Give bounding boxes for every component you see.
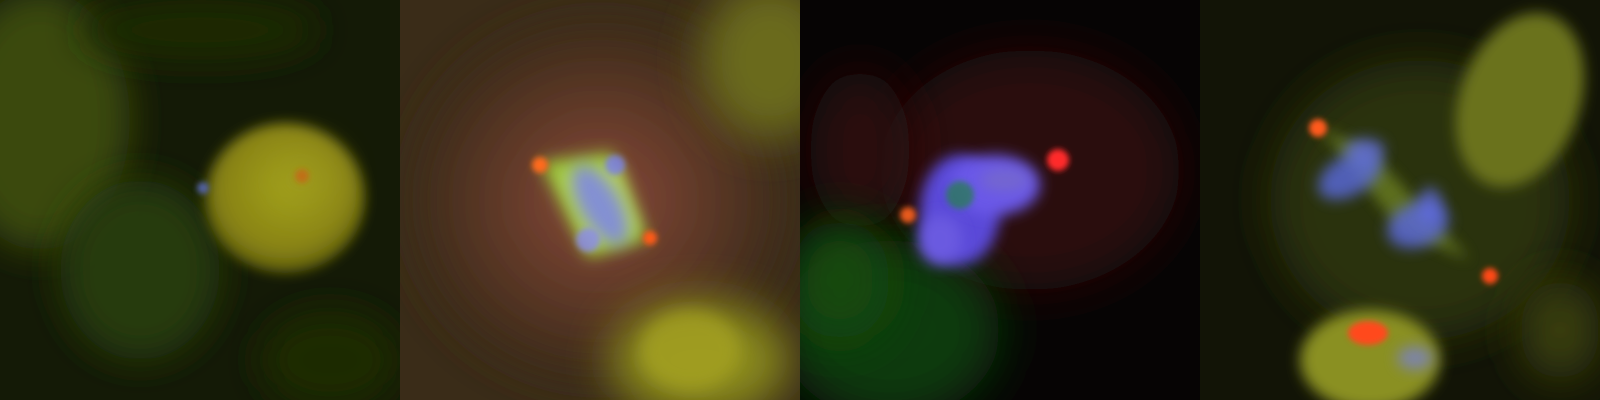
centrosome-left (532, 157, 548, 173)
chromatid-set-upper (1318, 150, 1382, 200)
panel-anaphase (1200, 0, 1600, 400)
panel-anaphase-image (1200, 0, 1600, 400)
neighbor-cell-top (1455, 12, 1585, 188)
panel-prometaphase-image (800, 0, 1200, 400)
centrosome-upper (1309, 119, 1327, 137)
panel-metaphase (400, 0, 800, 400)
panel-interphase-image (0, 0, 400, 400)
centrosome-bottom (1348, 321, 1388, 345)
centrosome-spot (295, 169, 309, 183)
panel-metaphase-image (400, 0, 800, 400)
neighbor-cell-bottom (1300, 310, 1440, 400)
centrosome-right (1047, 149, 1069, 171)
centrosome-right (643, 231, 657, 245)
chromosomes (571, 164, 629, 246)
panel-prometaphase (800, 0, 1200, 400)
centrosome-lower (1482, 268, 1498, 284)
centrosome-left (900, 207, 916, 223)
panel-interphase (0, 0, 400, 400)
